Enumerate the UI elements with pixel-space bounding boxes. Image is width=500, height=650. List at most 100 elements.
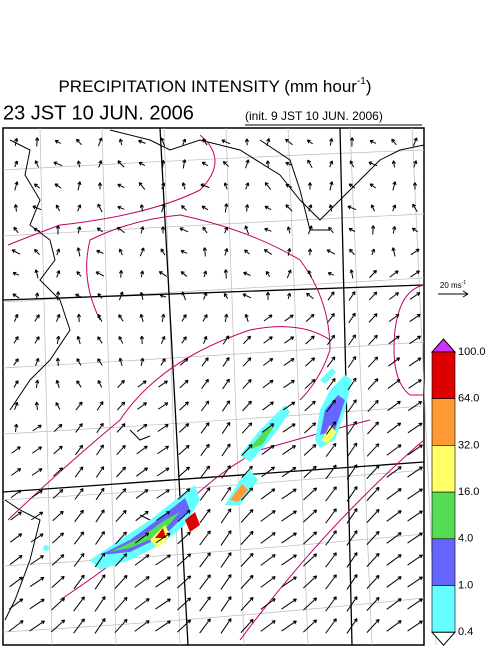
wind-vectors	[8, 137, 423, 634]
wind-arrow	[136, 445, 148, 455]
wind-arrow	[285, 183, 293, 188]
wind-arrow	[76, 358, 82, 366]
wind-arrow	[283, 358, 295, 366]
wind-arrow	[346, 486, 358, 502]
colorbar-over	[430, 338, 457, 353]
wind-arrow	[53, 467, 64, 477]
wind-arrow	[116, 401, 126, 411]
wind-arrow	[116, 423, 126, 433]
rain-area	[230, 484, 248, 502]
wind-arrow	[202, 314, 208, 322]
wind-arrow	[155, 576, 171, 588]
wind-arrow	[386, 598, 402, 610]
wind-arrow	[325, 596, 337, 612]
wind-arrow	[55, 291, 61, 301]
wind-arrow	[392, 226, 397, 234]
wind-arrow	[325, 442, 337, 457]
wind-arrow	[224, 203, 229, 213]
wind-arrow	[224, 226, 229, 234]
wind-arrow	[221, 465, 231, 479]
wind-arrow	[347, 377, 357, 391]
wind-arrow	[369, 139, 377, 144]
wind-arrow	[139, 335, 145, 345]
reference-arrowhead	[462, 290, 469, 298]
wind-arrow	[346, 464, 358, 480]
wind-arrow	[303, 553, 318, 567]
wind-arrow	[223, 269, 228, 279]
wind-arrow	[265, 270, 271, 277]
wind-arrow	[281, 576, 297, 588]
wind-arrow	[115, 488, 127, 500]
wind-arrow	[54, 183, 62, 189]
wind-arrow	[408, 357, 422, 367]
wind-arrow	[199, 596, 211, 612]
wind-arrow	[366, 508, 380, 523]
wind-arrow	[156, 467, 170, 477]
wind-arrow	[73, 618, 85, 634]
wind-arrow	[347, 399, 357, 413]
wind-arrow	[75, 138, 82, 146]
wind-arrow	[13, 336, 19, 344]
wind-arrow	[14, 423, 19, 433]
wind-arrow	[138, 182, 146, 190]
wind-arrow	[114, 618, 128, 633]
wind-arrow	[74, 509, 84, 523]
wind-arrow	[386, 532, 402, 544]
wind-arrow	[134, 576, 150, 588]
wind-arrow	[14, 181, 19, 191]
wind-arrow	[32, 205, 42, 211]
wind-arrow	[202, 226, 208, 234]
wind-arrow	[386, 488, 402, 500]
wind-arrow	[155, 598, 171, 610]
wind-arrow	[156, 510, 171, 521]
wind-arrow	[411, 227, 419, 233]
colorbar-band	[431, 491, 456, 540]
wind-arrow	[116, 466, 127, 478]
wind-arrow	[9, 554, 23, 565]
wind-arrow	[94, 552, 106, 568]
wind-arrow	[97, 336, 103, 344]
wind-arrow	[388, 357, 401, 367]
wind-arrow	[118, 291, 124, 301]
wind-arrow	[202, 138, 208, 146]
wind-arrow	[408, 379, 422, 389]
coast	[259, 139, 330, 231]
wind-arrow	[177, 553, 192, 567]
wind-arrow	[366, 552, 380, 567]
valid-time: 23 JST 10 JUN. 2006	[3, 102, 194, 124]
colorbar-label: 64.0	[458, 393, 479, 405]
contour	[7, 134, 216, 246]
wind-arrow	[281, 620, 297, 632]
wind-arrow	[179, 358, 189, 366]
wind-arrow	[307, 182, 313, 190]
wind-arrow	[329, 160, 334, 168]
wind-arrow	[327, 334, 336, 346]
wind-arrow	[34, 160, 39, 168]
wind-arrow	[325, 552, 337, 568]
wind-arrow	[199, 552, 211, 568]
wind-arrow	[368, 161, 378, 167]
wind-arrow	[224, 313, 229, 323]
wind-arrow	[159, 293, 167, 298]
wind-arrow	[220, 574, 232, 590]
wind-arrow	[326, 399, 336, 413]
wind-arrow	[11, 468, 22, 476]
colorbar-label: 32.0	[458, 439, 479, 451]
wind-arrow	[29, 576, 45, 588]
wind-arrow	[134, 598, 150, 610]
wind-arrow	[96, 249, 104, 254]
wind-arrow	[304, 422, 317, 434]
wind-arrow	[243, 271, 251, 276]
wind-arrow	[155, 620, 171, 632]
wind-arrow	[77, 204, 82, 212]
wind-arrow	[117, 205, 125, 210]
wind-arrow	[14, 313, 19, 322]
wind-arrow	[221, 486, 232, 502]
wind-arrow	[35, 379, 40, 389]
wind-arrow	[260, 576, 276, 588]
init-time: (init. 9 JST 10 JUN. 2006)	[245, 109, 383, 123]
wind-arrow	[327, 313, 335, 323]
wind-arrow	[203, 292, 208, 300]
wind-arrow	[305, 357, 316, 367]
wind-arrow	[327, 271, 335, 276]
